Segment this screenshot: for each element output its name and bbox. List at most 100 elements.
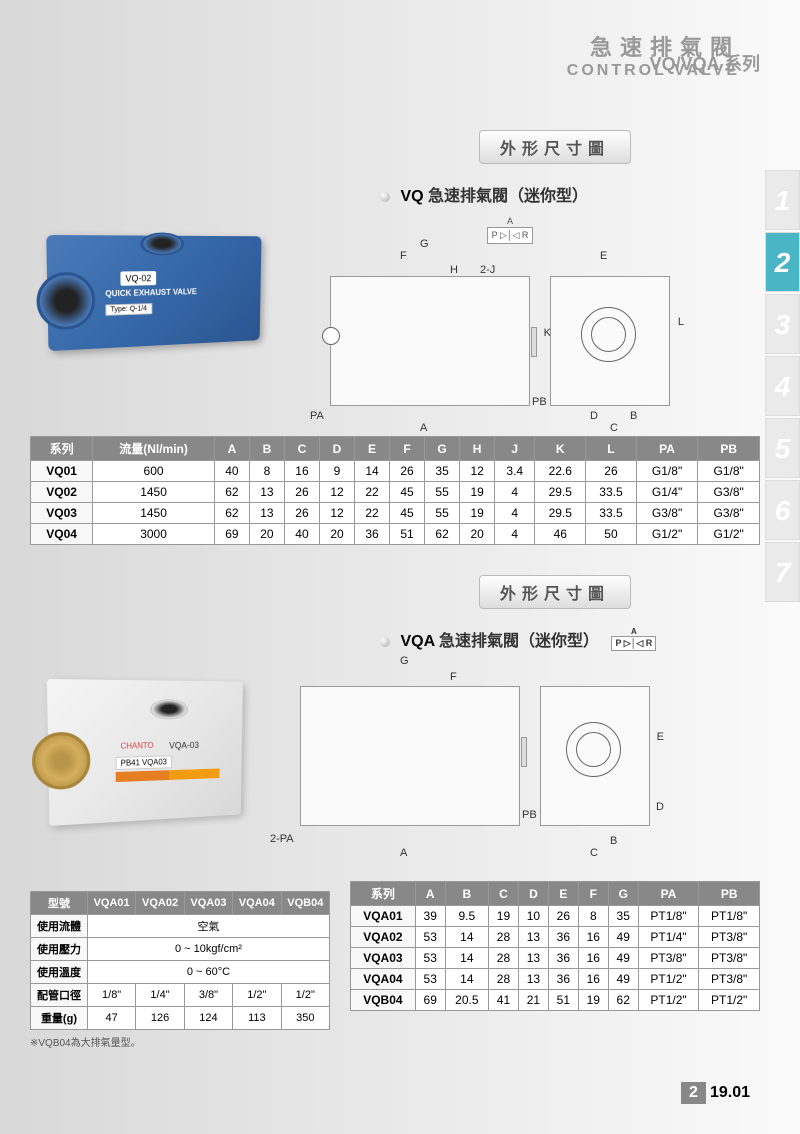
- table-cell: G3/8": [636, 503, 698, 524]
- table-cell: 36: [548, 969, 578, 990]
- table-cell: 8: [249, 461, 284, 482]
- table-vqa: 系列ABCDEFGPAPBVQA01399.5191026835PT1/8"PT…: [350, 881, 760, 1011]
- table-cell: 16: [284, 461, 319, 482]
- table-header: D: [518, 882, 548, 906]
- table-header: VQA04: [233, 892, 281, 915]
- side-tab-5[interactable]: 5: [765, 418, 800, 478]
- valve-type-label: Type: Q-1/4: [105, 303, 151, 316]
- table-cell: 4: [495, 503, 535, 524]
- bullet-icon: [380, 637, 390, 647]
- table-cell: VQ02: [31, 482, 93, 503]
- subtitle-text: 急速排氣閥（迷你型）: [428, 188, 588, 205]
- table-header: 系列: [351, 882, 416, 906]
- table-cell: G3/8": [698, 503, 760, 524]
- table-cell: 69: [214, 524, 249, 545]
- table-cell: 53: [415, 969, 445, 990]
- table-cell: 26: [284, 503, 319, 524]
- section-vq: 外形尺寸圖 VQ 急速排氣閥（迷你型） VQ-02 QUICK EXHAUST …: [30, 120, 760, 545]
- table-cell: 1/4": [136, 984, 184, 1007]
- table-cell: 600: [93, 461, 215, 482]
- table-cell: 19: [489, 906, 519, 927]
- table-header: F: [578, 882, 608, 906]
- tech-drawing-vq: G F H 2-J K PA A E: [330, 256, 690, 416]
- schematic-box: P ▷│◁ R: [487, 227, 534, 244]
- side-tab-3[interactable]: 3: [765, 294, 800, 354]
- footnote: ※VQB04為大排氣量型。: [30, 1034, 330, 1049]
- series-label: VQ/VQA 系列: [650, 50, 760, 76]
- table-header: B: [445, 882, 488, 906]
- diagram-vqa: G F 2-PA A E: [300, 661, 760, 841]
- table-cell: 28: [489, 948, 519, 969]
- table-cell: G1/8": [698, 461, 760, 482]
- table-cell: 14: [445, 948, 488, 969]
- subtitle-prefix: VQ: [400, 188, 423, 205]
- table-header: VQA03: [184, 892, 232, 915]
- table-cell: 12: [460, 461, 495, 482]
- table-cell: 39: [415, 906, 445, 927]
- side-tab-6[interactable]: 6: [765, 480, 800, 540]
- table-cell: 29.5: [535, 503, 586, 524]
- side-tab-1[interactable]: 1: [765, 170, 800, 230]
- table-cell: 21: [518, 990, 548, 1011]
- table-cell: 26: [586, 461, 637, 482]
- table-cell: 26: [284, 482, 319, 503]
- side-tab-7[interactable]: 7: [765, 542, 800, 602]
- table-cell: VQA04: [351, 969, 416, 990]
- table-cell: 350: [281, 1007, 329, 1030]
- table-cell: 49: [608, 927, 638, 948]
- table-cell: VQB04: [351, 990, 416, 1011]
- brand-label: CHANTO: [121, 741, 154, 751]
- table-cell: 36: [355, 524, 390, 545]
- table-cell: PT1/2": [638, 969, 699, 990]
- table-cell: 46: [535, 524, 586, 545]
- table-cell: 9: [319, 461, 354, 482]
- table-cell: 62: [214, 482, 249, 503]
- table-cell: 13: [518, 948, 548, 969]
- side-tab-4[interactable]: 4: [765, 356, 800, 416]
- table-header: PB: [699, 882, 760, 906]
- table-cell: 33.5: [586, 503, 637, 524]
- table-cell: 1450: [93, 482, 215, 503]
- section1-title: 外形尺寸圖: [479, 130, 631, 164]
- product-image-vq: VQ-02 QUICK EXHAUST VALVE Type: Q-1/4: [30, 216, 310, 396]
- table-header: J: [495, 437, 535, 461]
- table-cell: 使用溫度: [31, 961, 88, 984]
- table-cell: 13: [249, 503, 284, 524]
- table-cell: 28: [489, 969, 519, 990]
- table-cell: 113: [233, 1007, 281, 1030]
- table-cell: VQA03: [351, 948, 416, 969]
- table-cell: 26: [548, 906, 578, 927]
- table-cell: 14: [445, 927, 488, 948]
- table-cell: 49: [608, 969, 638, 990]
- table-cell: 45: [390, 482, 425, 503]
- table-cell: VQA01: [351, 906, 416, 927]
- table-cell: 4: [495, 482, 535, 503]
- table-cell: 9.5: [445, 906, 488, 927]
- section2-title: 外形尺寸圖: [479, 575, 631, 609]
- table-cell: 12: [319, 503, 354, 524]
- table-vq: 系列流量(Nl/min)ABCDEFGHJKLPAPBVQ01600408169…: [30, 436, 760, 545]
- section-vqa: 外形尺寸圖 VQA 急速排氣閥（迷你型） A P ▷│◁ R CHANTO VQ…: [30, 565, 760, 1049]
- table-cell: 1450: [93, 503, 215, 524]
- code-label: PB41 VQA03: [116, 755, 172, 770]
- page-section: 2: [681, 1082, 706, 1104]
- table-header: 型號: [31, 892, 88, 915]
- table-cell: G3/8": [698, 482, 760, 503]
- side-tab-2[interactable]: 2: [765, 232, 800, 292]
- table-cell: 20.5: [445, 990, 488, 1011]
- spec-table-container: 型號VQA01VQA02VQA03VQA04VQB04使用流體空氣使用壓力0 ~…: [30, 881, 330, 1049]
- table-cell: 33.5: [586, 482, 637, 503]
- table-cell: 35: [425, 461, 460, 482]
- table-cell: 19: [460, 503, 495, 524]
- table-cell: PT1/4": [638, 927, 699, 948]
- table-cell: PT3/8": [699, 948, 760, 969]
- table-header: 系列: [31, 437, 93, 461]
- bullet-icon: [380, 192, 390, 202]
- table-cell: 22: [355, 503, 390, 524]
- table-cell: PT1/2": [638, 990, 699, 1011]
- table-cell: 0 ~ 60°C: [87, 961, 329, 984]
- table-cell: 1/2": [281, 984, 329, 1007]
- diagram-vq: A P ▷│◁ R G F H 2-J K: [330, 216, 690, 416]
- table-cell: G1/4": [636, 482, 698, 503]
- table-cell: PT1/8": [699, 906, 760, 927]
